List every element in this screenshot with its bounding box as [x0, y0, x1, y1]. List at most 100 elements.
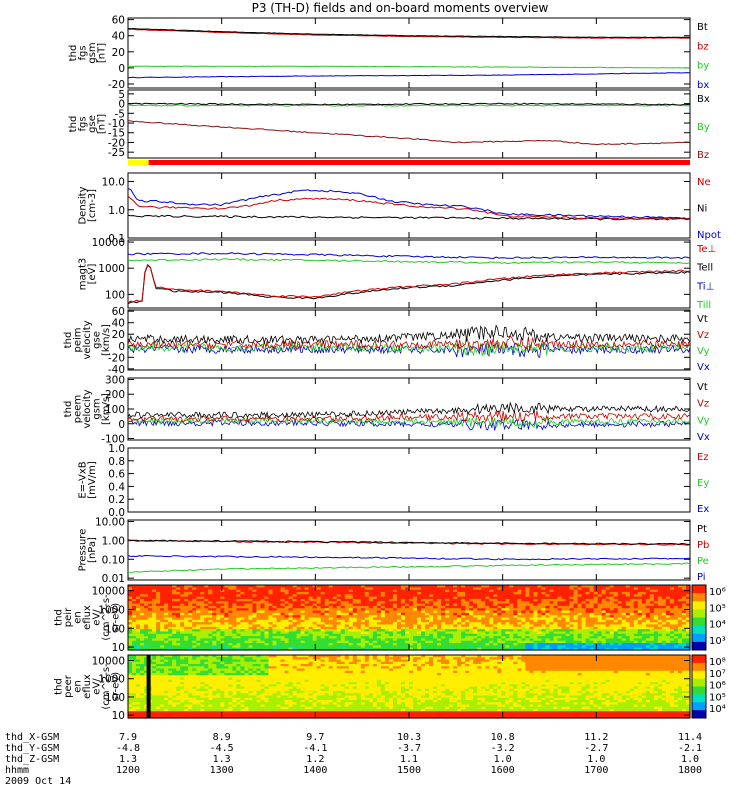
- heatmap-cell: [497, 608, 502, 612]
- heatmap-cell: [557, 626, 563, 630]
- heatmap-cell: [148, 645, 153, 649]
- heatmap-cell: [220, 610, 225, 614]
- heatmap-cell: [348, 640, 354, 644]
- heatmap-cell: [645, 647, 651, 651]
- heatmap-cell: [372, 638, 378, 642]
- heatmap-cell: [593, 619, 599, 623]
- heatmap-cell: [168, 691, 173, 694]
- heatmap-cell: [344, 608, 350, 612]
- heatmap-cell: [356, 617, 362, 621]
- heatmap-cell: [156, 587, 161, 591]
- heatmap-cell: [132, 626, 137, 630]
- heatmap-cell: [332, 615, 338, 619]
- heatmap-cell: [569, 596, 575, 600]
- heatmap-cell: [368, 643, 374, 646]
- heatmap-cell: [453, 622, 458, 626]
- heatmap-cell: [545, 605, 551, 609]
- heatmap-cell: [553, 591, 559, 595]
- heatmap-cell: [529, 591, 535, 595]
- heatmap-cell: [312, 631, 318, 635]
- heatmap-cell: [497, 594, 502, 598]
- heatmap-cell: [457, 633, 462, 637]
- heatmap-cell: [176, 605, 181, 609]
- heatmap-cell: [437, 640, 442, 644]
- heatmap-cell: [645, 601, 651, 605]
- heatmap-cell: [593, 622, 599, 626]
- heatmap-cell: [517, 612, 522, 616]
- heatmap-cell: [400, 619, 406, 623]
- heatmap-cell: [609, 629, 615, 633]
- heatmap-cell: [665, 612, 671, 616]
- heatmap-cell: [168, 702, 173, 706]
- heatmap-cell: [489, 605, 494, 609]
- heatmap-cell: [525, 608, 531, 612]
- heatmap-cell: [565, 647, 571, 651]
- heatmap-cell: [172, 591, 177, 595]
- heatmap-cell: [433, 615, 438, 619]
- heatmap-cell: [653, 601, 659, 605]
- heatmap-cell: [180, 608, 185, 612]
- heatmap-cell: [164, 591, 169, 595]
- heatmap-cell: [380, 603, 386, 607]
- heatmap-cell: [549, 636, 555, 639]
- heatmap-cell: [320, 587, 326, 591]
- heatmap-cell: [513, 619, 518, 623]
- heatmap-cell: [469, 643, 474, 646]
- heatmap-cell: [168, 636, 173, 639]
- heatmap-cell: [400, 617, 406, 621]
- heatmap-cell: [453, 631, 458, 635]
- heatmap-cell: [485, 633, 490, 637]
- heatmap-cell: [224, 640, 229, 644]
- heatmap-cell: [633, 624, 639, 628]
- heatmap-cell: [601, 622, 607, 626]
- heatmap-cell: [140, 666, 145, 670]
- heatmap-cell: [288, 619, 294, 623]
- heatmap-cell: [521, 626, 527, 630]
- heatmap-cell: [196, 645, 201, 649]
- heatmap-cell: [569, 587, 575, 591]
- heatmap-cell: [332, 608, 338, 612]
- heatmap-cell: [332, 624, 338, 628]
- heatmap-cell: [557, 587, 563, 591]
- heatmap-cell: [453, 647, 458, 651]
- legend-entry: Bx: [697, 94, 710, 105]
- heatmap-cell: [621, 640, 627, 644]
- heatmap-cell: [661, 636, 667, 639]
- heatmap-cell: [160, 655, 165, 658]
- heatmap-cell: [188, 587, 193, 591]
- heatmap-cell: [433, 624, 438, 628]
- heatmap-cell: [677, 626, 683, 630]
- heatmap-cell: [453, 633, 458, 637]
- heatmap-cell: [156, 647, 161, 651]
- heatmap-cell: [168, 688, 173, 692]
- heatmap-cell: [617, 617, 623, 621]
- heatmap-cell: [132, 636, 137, 639]
- heatmap-cell: [557, 591, 563, 595]
- heatmap-cell: [437, 626, 442, 630]
- heatmap-cell: [344, 589, 350, 593]
- heatmap-cell: [204, 693, 209, 697]
- heatmap-cell: [284, 647, 290, 651]
- heatmap-cell: [168, 706, 173, 710]
- heatmap-cell: [392, 601, 398, 605]
- heatmap-cell: [469, 591, 474, 595]
- heatmap-cell: [196, 688, 201, 692]
- heatmap-cell: [188, 605, 193, 609]
- heatmap-cell: [200, 668, 205, 672]
- heatmap-cell: [665, 636, 671, 639]
- heatmap-cell: [136, 631, 141, 635]
- heatmap-cell: [260, 617, 266, 621]
- heatmap-cell: [168, 686, 173, 690]
- heatmap-cell: [569, 626, 575, 630]
- bfield-gsm-series: [128, 27, 690, 79]
- heatmap-cell: [360, 608, 366, 612]
- heatmap-cell: [597, 640, 603, 644]
- heatmap-cell: [453, 596, 458, 600]
- heatmap-cell: [453, 617, 458, 621]
- heatmap-cell: [360, 585, 366, 588]
- heatmap-cell: [160, 638, 165, 642]
- heatmap-cell: [340, 636, 346, 639]
- heatmap-cell: [140, 617, 145, 621]
- heatmap-cell: [649, 591, 655, 595]
- heatmap-cell: [292, 598, 298, 602]
